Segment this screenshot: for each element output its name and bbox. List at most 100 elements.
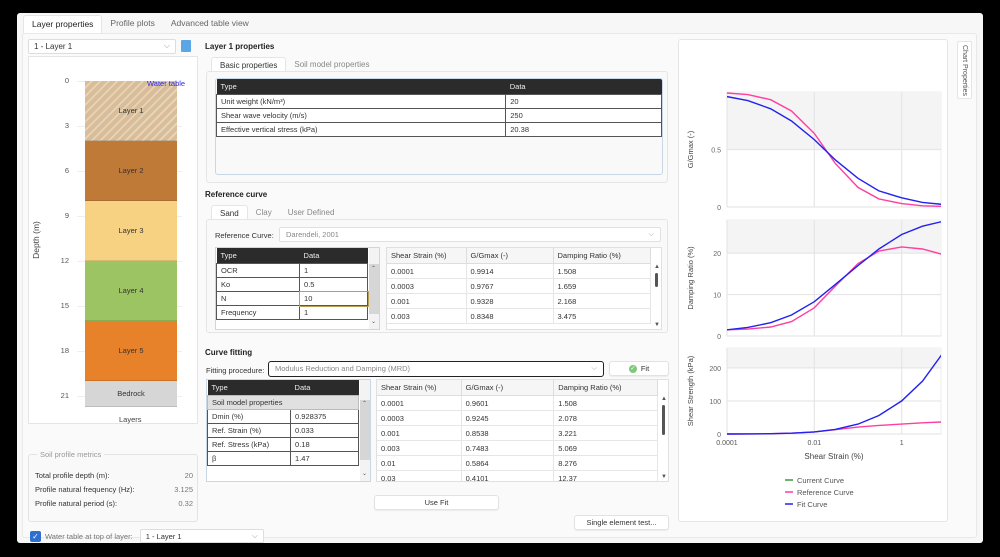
cell-value[interactable]: 1.508 xyxy=(553,395,658,411)
scroll-up-icon[interactable]: ⌃ xyxy=(362,401,368,407)
table-row[interactable]: 0.0003 0.9767 1.659 xyxy=(387,278,651,294)
tab-layer-properties[interactable]: Layer properties xyxy=(23,15,103,33)
table-row[interactable]: 0.003 0.8348 3.475 xyxy=(387,308,651,324)
table-row[interactable]: Unit weight (kN/m³) 20 xyxy=(216,94,662,109)
fitting-params-scrollbar[interactable]: ⌃ ⌄ xyxy=(360,380,370,481)
scrollbar-thumb[interactable] xyxy=(369,264,379,314)
cell-value[interactable]: 20.38 xyxy=(505,122,662,137)
cell-value[interactable]: 0.9601 xyxy=(461,395,555,411)
soil-layer-layer-4[interactable]: Layer 4 xyxy=(85,261,177,321)
cell-value[interactable]: 0.9914 xyxy=(466,263,554,279)
soil-layer-bedrock[interactable]: Bedrock xyxy=(85,381,177,407)
scroll-down-icon[interactable]: ▼ xyxy=(654,322,660,328)
cell-value[interactable]: 12.37 xyxy=(553,470,658,481)
tab-clay[interactable]: Clay xyxy=(255,208,272,217)
cell-value[interactable]: 8.276 xyxy=(553,455,658,471)
cell-value[interactable]: 0.5 xyxy=(299,277,368,292)
water-table-layer-dropdown[interactable]: 1 - Layer 1 ⌵ xyxy=(139,529,264,543)
svg-text:100: 100 xyxy=(709,399,721,406)
table-row[interactable]: 0.0001 0.9601 1.508 xyxy=(377,395,658,411)
scrollbar-thumb[interactable] xyxy=(655,273,658,287)
scroll-up-icon[interactable]: ⌃ xyxy=(371,266,377,272)
table-row[interactable]: N 10 xyxy=(216,290,369,307)
tab-user-defined[interactable]: User Defined xyxy=(287,208,335,217)
profile-y-axis-label: Depth (m) xyxy=(31,221,41,259)
scroll-up-icon[interactable]: ▲ xyxy=(654,264,660,270)
tab-soil-model-properties[interactable]: Soil model properties xyxy=(294,60,370,69)
table-row[interactable]: Effective vertical stress (kPa) 20.38 xyxy=(216,122,662,137)
copy-icon[interactable] xyxy=(179,40,191,54)
table-row[interactable]: Frequency 1 xyxy=(216,305,368,320)
fitting-procedure-dropdown[interactable]: Modulus Reduction and Damping (MRD) ⌵ xyxy=(268,361,604,377)
tab-advanced-table-view[interactable]: Advanced table view xyxy=(170,18,249,28)
cell-value[interactable]: 0.18 xyxy=(290,437,359,452)
table-row[interactable]: Ref. Stress (kPa) 0.18 xyxy=(207,437,359,452)
table-row[interactable]: Shear wave velocity (m/s) 250 xyxy=(216,108,662,123)
table-row[interactable]: 0.03 0.4101 12.37 xyxy=(377,470,658,481)
soil-layer-layer-5[interactable]: Layer 5 xyxy=(85,321,177,381)
cell-value[interactable]: 20 xyxy=(505,94,662,109)
cell-value[interactable]: 1 xyxy=(299,305,368,320)
table-row[interactable]: β 1.47 xyxy=(207,451,359,466)
cell-value[interactable]: 0.8348 xyxy=(466,308,554,324)
table-row[interactable]: 0.001 0.8538 3.221 xyxy=(377,425,658,441)
soil-layer-layer-3[interactable]: Layer 3 xyxy=(85,201,177,261)
reference-params-scrollbar[interactable]: ⌃ ⌄ xyxy=(369,248,379,329)
layer-dropdown[interactable]: 1 - Layer 1 ⌵ xyxy=(28,39,176,54)
fit-button[interactable]: ✓ Fit xyxy=(609,361,669,376)
svg-text:0: 0 xyxy=(717,334,721,341)
table-row[interactable]: Dmin (%) 0.928375 xyxy=(207,409,359,424)
cell-value[interactable]: 3.221 xyxy=(553,425,658,441)
soil-layer-layer-2[interactable]: Layer 2 xyxy=(85,141,177,201)
cell-value[interactable]: 10 xyxy=(298,290,369,307)
cell-value[interactable]: 0.5864 xyxy=(461,455,555,471)
scrollbar-thumb[interactable] xyxy=(360,400,370,460)
cell-value[interactable]: 1.659 xyxy=(553,278,651,294)
cell-value[interactable]: 1 xyxy=(299,263,368,278)
tab-sand[interactable]: Sand xyxy=(211,205,248,221)
cell-value[interactable]: 0.9767 xyxy=(466,278,554,294)
depth-tick: 18 xyxy=(60,346,69,355)
column-header-damping-ratio: Damping Ratio (%) xyxy=(553,380,658,396)
scroll-down-icon[interactable]: ▼ xyxy=(661,474,667,480)
chevron-down-icon: ⌵ xyxy=(648,229,654,238)
cell-value[interactable]: 2.168 xyxy=(553,293,651,309)
cell-value[interactable]: 0.4101 xyxy=(461,470,555,481)
table-row[interactable]: OCR 1 xyxy=(216,263,368,278)
cell-value[interactable]: 0.033 xyxy=(290,423,359,438)
cell-value[interactable]: 1.47 xyxy=(290,451,359,466)
table-row[interactable]: 0.001 0.9328 2.168 xyxy=(387,293,651,309)
chart-properties-tab[interactable]: Chart Properties xyxy=(957,41,972,99)
cell-value[interactable]: 0.8538 xyxy=(461,425,555,441)
tab-profile-plots[interactable]: Profile plots xyxy=(110,18,155,28)
cell-value[interactable]: 250 xyxy=(505,108,662,123)
cell-label: OCR xyxy=(216,263,301,278)
fitting-curve-scrollbar[interactable]: ▲ ▼ xyxy=(659,396,668,481)
reference-curve-dropdown[interactable]: Darendeli, 2001 ⌵ xyxy=(279,227,661,242)
cell-value[interactable]: 0.928375 xyxy=(290,409,359,424)
table-row[interactable]: Ref. Strain (%) 0.033 xyxy=(207,423,359,438)
table-row[interactable]: 0.0001 0.9914 1.508 xyxy=(387,263,651,279)
fitting-curve-table-container: Shear Strain (%) G/Gmax (-) Damping Rati… xyxy=(376,379,669,482)
water-table-checkbox[interactable]: ✓ xyxy=(30,530,41,542)
single-element-test-button[interactable]: Single element test... xyxy=(574,515,669,530)
table-row[interactable]: 0.003 0.7483 5.069 xyxy=(377,440,658,456)
scroll-up-icon[interactable]: ▲ xyxy=(661,396,667,402)
cell-value[interactable]: 0.9328 xyxy=(466,293,554,309)
tab-basic-properties[interactable]: Basic properties xyxy=(211,57,287,73)
cell-value[interactable]: 2.078 xyxy=(553,410,658,426)
cell-value[interactable]: 5.069 xyxy=(553,440,658,456)
cell-value[interactable]: 0.9245 xyxy=(461,410,555,426)
scroll-down-icon[interactable]: ⌄ xyxy=(362,471,368,477)
scrollbar-thumb[interactable] xyxy=(662,405,665,435)
use-fit-button[interactable]: Use Fit xyxy=(374,495,499,510)
soil-layer-layer-1[interactable]: Layer 1 xyxy=(85,81,177,141)
table-row[interactable]: Ko 0.5 xyxy=(216,277,368,292)
cell-value[interactable]: 1.508 xyxy=(553,263,651,279)
reference-curve-scrollbar[interactable]: ▲ ▼ xyxy=(652,264,661,329)
cell-value[interactable]: 0.7483 xyxy=(461,440,555,456)
scroll-down-icon[interactable]: ⌄ xyxy=(371,319,377,325)
table-row[interactable]: 0.0003 0.9245 2.078 xyxy=(377,410,658,426)
table-row[interactable]: 0.01 0.5864 8.276 xyxy=(377,455,658,471)
cell-value[interactable]: 3.475 xyxy=(553,308,651,324)
